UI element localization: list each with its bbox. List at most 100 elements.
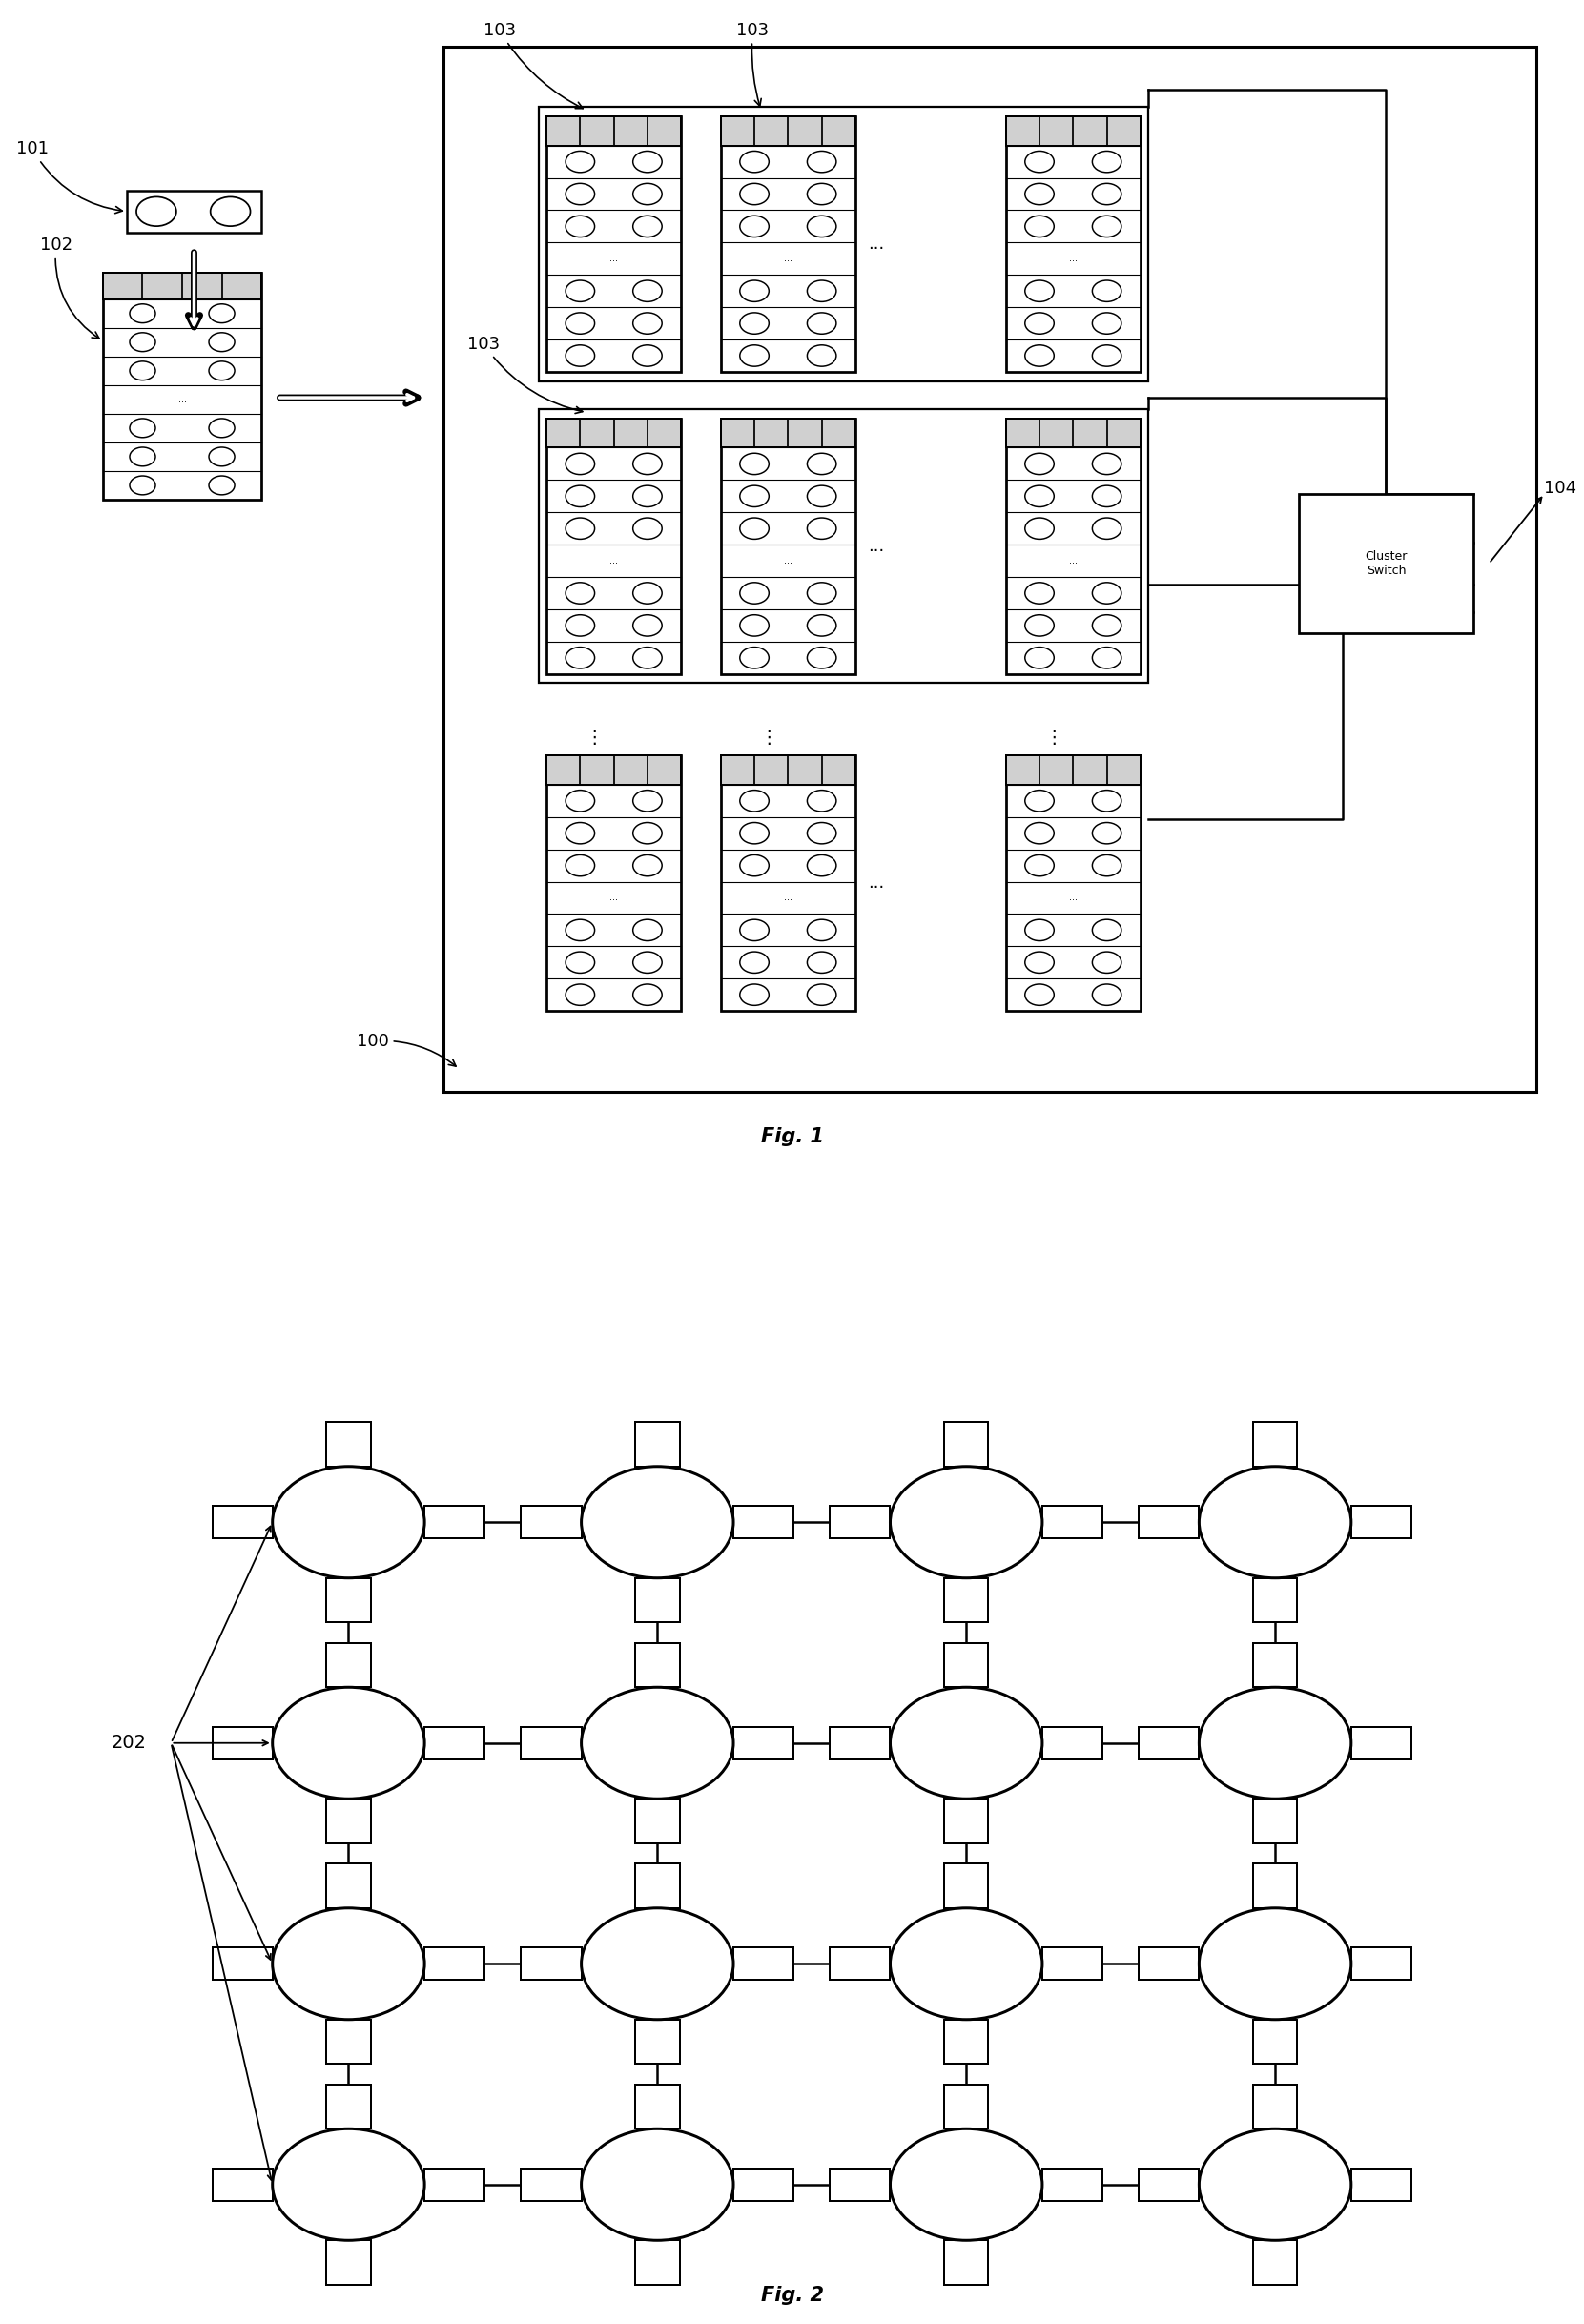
Circle shape [209,360,234,381]
Bar [212,1506,272,1538]
Bar [1253,1422,1297,1466]
Circle shape [1025,823,1053,844]
Circle shape [740,281,768,302]
Bar [546,116,681,146]
Circle shape [808,983,836,1006]
Bar [944,1643,988,1687]
Bar [635,1864,680,1908]
Circle shape [565,518,594,539]
Circle shape [1025,314,1053,335]
Circle shape [808,646,836,669]
Bar [212,1948,272,1980]
Text: ⋮: ⋮ [759,730,778,746]
Text: ...: ... [610,253,618,263]
Bar [944,2020,988,2064]
Bar [1006,755,1140,786]
Circle shape [1025,281,1053,302]
Circle shape [1025,518,1053,539]
Circle shape [1093,314,1121,335]
Circle shape [1025,855,1053,876]
Bar [1006,116,1140,372]
Text: ...: ... [1069,555,1077,565]
Circle shape [808,953,836,974]
Bar [1253,2020,1297,2064]
Circle shape [740,920,768,941]
Bar [546,418,681,674]
Text: ...: ... [784,253,792,263]
Bar [521,1727,581,1759]
Bar [326,2085,371,2129]
Bar [546,418,681,449]
Bar [1351,1506,1411,1538]
Bar [103,272,261,500]
Circle shape [634,518,662,539]
Bar [521,2168,581,2201]
Bar [1253,1864,1297,1908]
Circle shape [808,518,836,539]
Circle shape [808,344,836,367]
Circle shape [136,198,176,225]
Text: Cluster
Switch: Cluster Switch [1365,551,1407,576]
Circle shape [1025,184,1053,205]
Circle shape [1025,583,1053,604]
Bar [944,2240,988,2284]
Bar [127,191,261,232]
Bar [444,46,1536,1092]
Circle shape [130,476,155,495]
Circle shape [740,184,768,205]
Circle shape [634,616,662,637]
Circle shape [634,920,662,941]
Bar [721,418,855,674]
Bar [635,1422,680,1466]
Bar [635,2085,680,2129]
Circle shape [808,790,836,811]
Circle shape [634,855,662,876]
Circle shape [740,216,768,237]
Bar [326,1643,371,1687]
Circle shape [634,790,662,811]
Bar [425,1506,485,1538]
Bar [1139,2168,1199,2201]
Bar [830,1948,890,1980]
Text: 104: 104 [1544,479,1578,497]
Circle shape [808,855,836,876]
Circle shape [211,198,250,225]
Circle shape [1025,151,1053,172]
Bar [425,1727,485,1759]
Bar [1006,116,1140,146]
Text: Fig. 1: Fig. 1 [760,1127,824,1146]
Circle shape [808,823,836,844]
Text: ...: ... [1069,892,1077,902]
Circle shape [1093,823,1121,844]
Bar [326,1578,371,1622]
Circle shape [1093,344,1121,367]
Bar [1042,1727,1102,1759]
Circle shape [565,616,594,637]
Circle shape [272,1908,425,2020]
Circle shape [1093,281,1121,302]
Bar [326,1799,371,1843]
Bar [1253,1578,1297,1622]
Circle shape [808,583,836,604]
Circle shape [634,151,662,172]
Bar [1042,1948,1102,1980]
Bar [635,1799,680,1843]
Circle shape [634,983,662,1006]
Bar [425,2168,485,2201]
Circle shape [130,446,155,467]
Circle shape [1093,486,1121,507]
Circle shape [740,344,768,367]
Text: 102: 102 [40,237,100,339]
Circle shape [1025,453,1053,474]
Circle shape [808,184,836,205]
Bar [721,116,855,372]
Circle shape [209,418,234,437]
Text: 103: 103 [467,335,583,414]
Circle shape [1025,983,1053,1006]
Circle shape [565,281,594,302]
Circle shape [565,790,594,811]
Circle shape [272,2129,425,2240]
Circle shape [1025,790,1053,811]
Circle shape [634,184,662,205]
Circle shape [1093,184,1121,205]
